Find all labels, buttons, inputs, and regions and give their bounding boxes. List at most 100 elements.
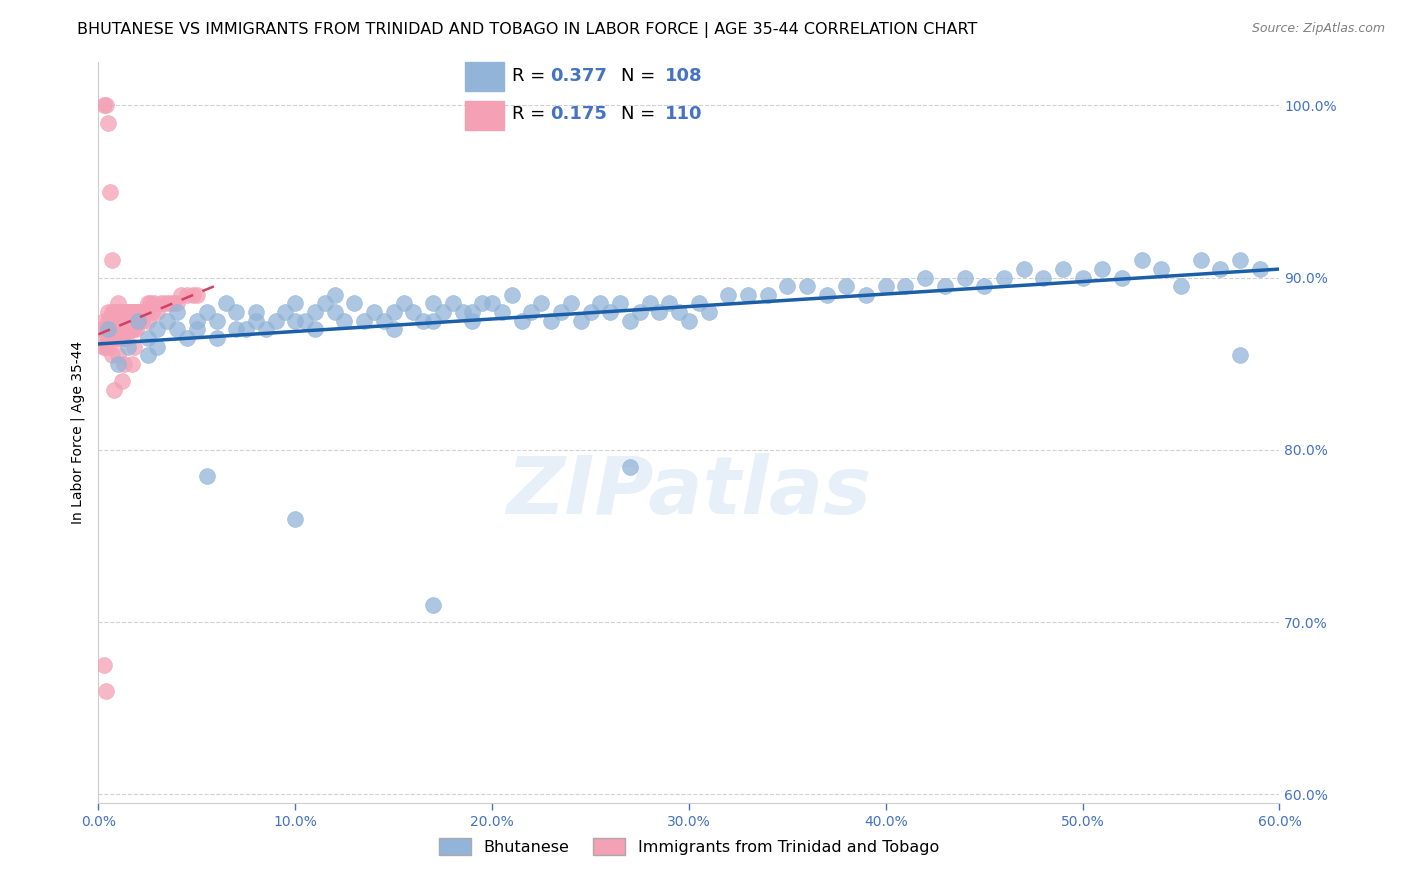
Point	[93, 339, 115, 353]
Point	[112, 331, 135, 345]
Point	[112, 322, 135, 336]
Point	[107, 305, 129, 319]
Point	[491, 305, 513, 319]
Point	[284, 314, 307, 328]
Bar	[465, 101, 503, 130]
Point	[122, 305, 145, 319]
Point	[323, 305, 346, 319]
Point	[1150, 262, 1173, 277]
Point	[166, 322, 188, 336]
Point	[225, 322, 247, 336]
Point	[98, 322, 121, 336]
Bar	[465, 62, 503, 91]
Point	[97, 339, 120, 353]
Point	[835, 279, 858, 293]
Point	[481, 296, 503, 310]
Point	[111, 322, 134, 336]
Point	[97, 305, 120, 319]
Point	[166, 305, 188, 319]
Point	[118, 305, 141, 319]
Point	[97, 322, 120, 336]
Point	[103, 314, 125, 328]
Legend: Bhutanese, Immigrants from Trinidad and Tobago: Bhutanese, Immigrants from Trinidad and …	[432, 832, 946, 862]
Point	[343, 296, 366, 310]
Point	[96, 98, 118, 112]
Point	[132, 305, 155, 319]
Point	[186, 288, 208, 302]
Point	[254, 322, 277, 336]
Y-axis label: In Labor Force | Age 35-44: In Labor Force | Age 35-44	[70, 341, 84, 524]
Point	[678, 314, 700, 328]
Point	[107, 331, 129, 345]
Point	[136, 348, 159, 362]
Point	[412, 314, 434, 328]
Point	[111, 331, 134, 345]
Point	[162, 296, 184, 310]
Text: 108: 108	[665, 67, 703, 85]
Point	[112, 314, 135, 328]
Point	[107, 322, 129, 336]
Point	[117, 305, 139, 319]
Point	[96, 684, 118, 698]
Point	[619, 314, 641, 328]
Point	[108, 322, 131, 336]
Point	[118, 314, 141, 328]
Point	[127, 314, 149, 328]
Point	[658, 296, 681, 310]
Point	[115, 314, 138, 328]
Text: N =: N =	[621, 67, 661, 85]
Point	[103, 305, 125, 319]
Point	[97, 116, 120, 130]
Point	[170, 288, 193, 302]
Point	[225, 305, 247, 319]
Point	[111, 374, 134, 388]
Point	[1249, 262, 1271, 277]
Point	[668, 305, 690, 319]
Point	[105, 322, 128, 336]
Point	[107, 357, 129, 371]
Point	[115, 331, 138, 345]
Point	[934, 279, 956, 293]
Point	[560, 296, 582, 310]
Point	[93, 658, 115, 673]
Text: N =: N =	[621, 105, 661, 123]
Point	[121, 305, 143, 319]
Point	[382, 322, 405, 336]
Point	[117, 305, 139, 319]
Point	[103, 305, 125, 319]
Point	[1052, 262, 1074, 277]
Point	[136, 331, 159, 345]
Point	[382, 305, 405, 319]
Point	[235, 322, 257, 336]
Point	[186, 314, 208, 328]
Point	[737, 288, 759, 302]
Point	[1209, 262, 1232, 277]
Point	[96, 331, 118, 345]
Point	[688, 296, 710, 310]
Point	[274, 305, 297, 319]
Point	[471, 296, 494, 310]
Point	[422, 598, 444, 612]
Point	[103, 383, 125, 397]
Point	[131, 314, 153, 328]
Point	[136, 296, 159, 310]
Point	[122, 322, 145, 336]
Point	[117, 314, 139, 328]
Point	[93, 314, 115, 328]
Point	[112, 305, 135, 319]
Point	[108, 314, 131, 328]
Point	[599, 305, 621, 319]
Point	[619, 460, 641, 475]
Point	[107, 314, 129, 328]
Point	[776, 279, 799, 293]
Point	[105, 331, 128, 345]
Point	[1111, 270, 1133, 285]
Point	[127, 314, 149, 328]
Point	[392, 296, 415, 310]
Point	[150, 296, 173, 310]
Point	[117, 322, 139, 336]
Point	[101, 305, 124, 319]
Point	[579, 305, 602, 319]
Point	[142, 296, 165, 310]
Text: 110: 110	[665, 105, 703, 123]
